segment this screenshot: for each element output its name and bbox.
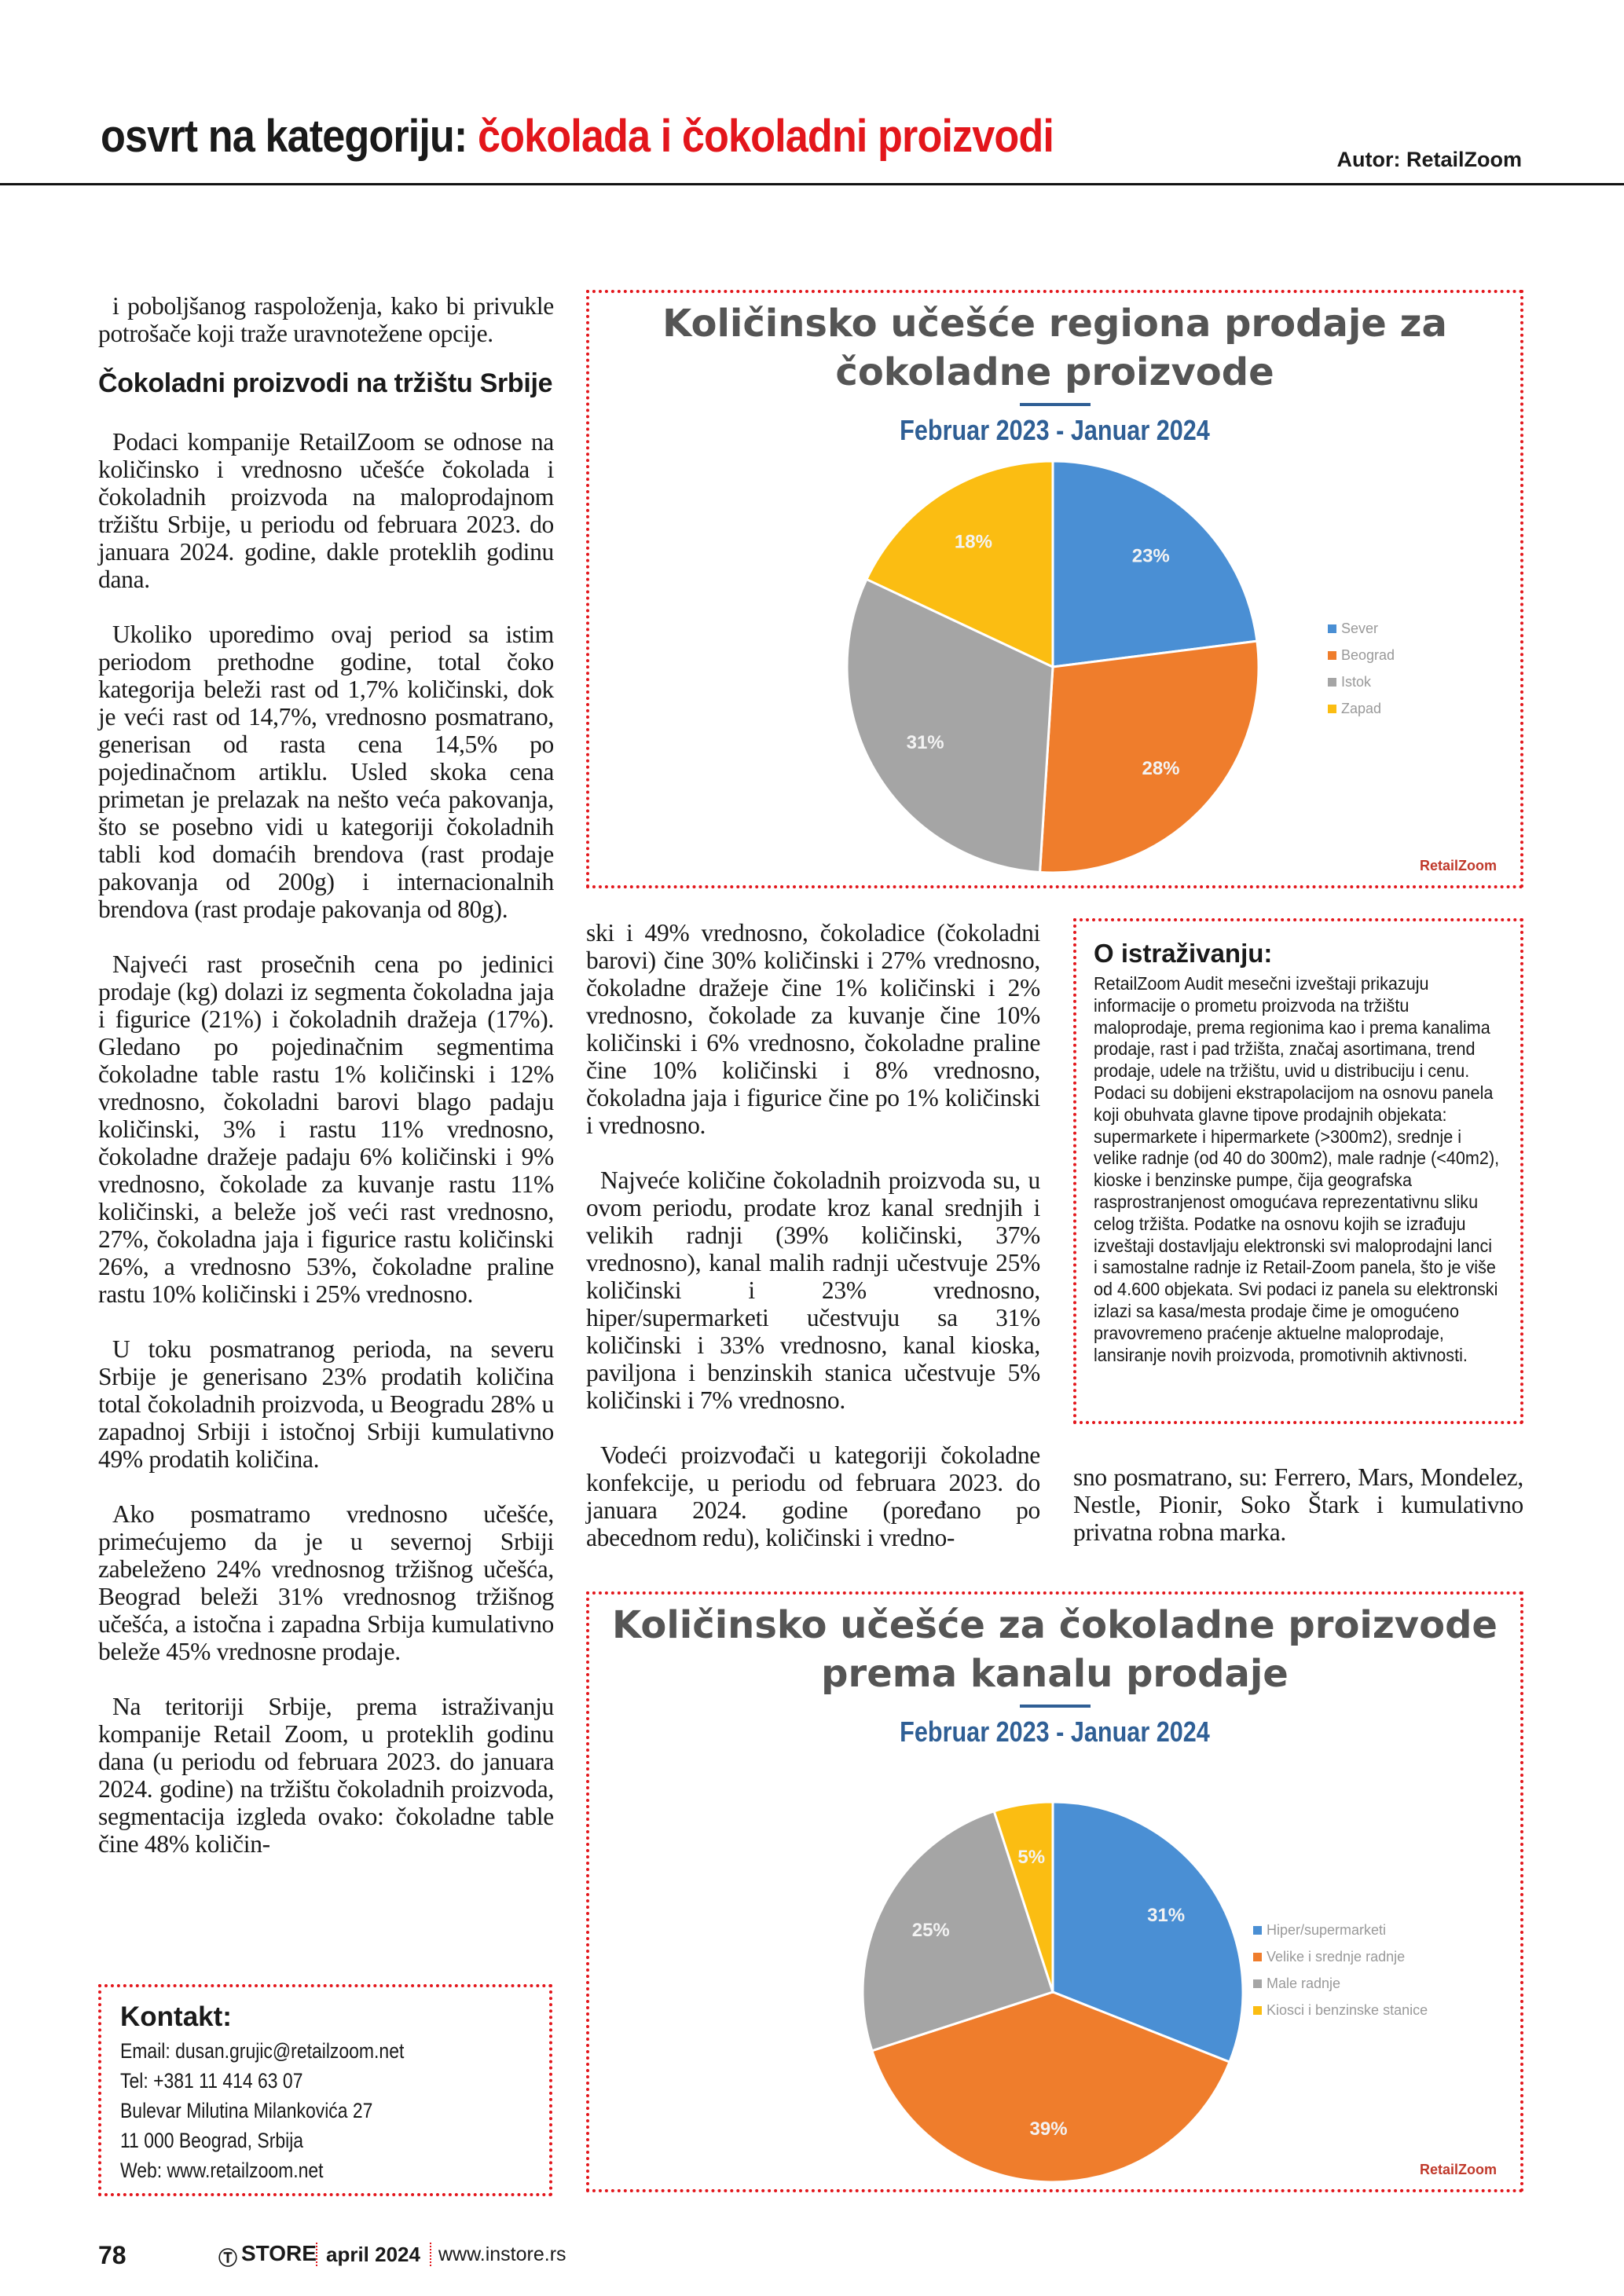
legend-label: Sever — [1341, 621, 1379, 636]
chart-region-box: Količinsko učešće regiona prodaje za čok… — [586, 290, 1523, 888]
legend-swatch — [1328, 624, 1336, 633]
about-title: O istraživanju: — [1094, 939, 1273, 968]
title-prefix: osvrt na kategoriju: — [101, 111, 467, 162]
paragraph: Ako posmatramo vrednosno učešće, primeću… — [98, 1500, 554, 1665]
paragraph: ski i 49% vrednosno, čokoladice (čokolad… — [586, 919, 1040, 1139]
pie-slice-kiosci-i-benzinske-stanice — [992, 1800, 1054, 1993]
pie-data-label: 31% — [907, 732, 944, 753]
pie-slice-istok — [845, 577, 1054, 874]
pie-data-label: 18% — [955, 532, 992, 553]
legend-item: Male radnje — [1253, 1970, 1428, 1997]
footer-issue: april 2024 — [326, 2243, 420, 2266]
chart-title: Količinsko učešće regiona prodaje za čok… — [662, 302, 1447, 394]
legend-item: Istok — [1328, 668, 1395, 695]
chart-legend: Hiper/supermarketi Velike i srednje radnj… — [1253, 1917, 1428, 2023]
chart-subtitle: Februar 2023 - Januar 2024 — [900, 1716, 1210, 1748]
legend-item: Velike i srednje radnje — [1253, 1943, 1428, 1970]
contact-box: Kontakt: Email: dusan.grujic@retailzoom.… — [98, 1984, 552, 2196]
footer-divider — [430, 2243, 431, 2266]
contact-email: Email: dusan.grujic@retailzoom.net — [120, 2039, 405, 2063]
legend-label: Zapad — [1341, 701, 1382, 716]
legend-item: Beograd — [1328, 642, 1395, 668]
footer-divider — [316, 2243, 317, 2266]
pie-data-label: 23% — [1132, 545, 1170, 566]
legend-swatch — [1328, 651, 1336, 660]
paragraph: Vodeći proizvođači u kategoriji čokoladn… — [586, 1441, 1040, 1551]
header-rule — [0, 183, 1624, 185]
pie-data-label: 25% — [912, 1920, 950, 1941]
legend-item: Zapad — [1328, 695, 1395, 722]
contact-city: 11 000 Beograd, Srbija — [120, 2129, 304, 2152]
intro-paragraph: i poboljšanog raspoloženja, kako bi priv… — [98, 292, 554, 347]
retailzoom-logo: RetailZoom — [1419, 2162, 1497, 2177]
pie-data-label: 5% — [1017, 1847, 1045, 1868]
footer-brand: STORE — [241, 2241, 317, 2265]
legend-label: Hiper/supermarketi — [1267, 1922, 1387, 1938]
legend-swatch — [1253, 1926, 1262, 1935]
legend-swatch — [1253, 2006, 1262, 2015]
right-column: sno posmatrano, su: Ferrero, Mars, Monde… — [1073, 1463, 1523, 1573]
paragraph: Podaci kompanije RetailZoom se odnose na… — [98, 428, 554, 593]
chart-channel-box: Količinsko učešće za čokoladne proizvode… — [586, 1591, 1523, 2192]
contact-web: Web: www.retailzoom.net — [120, 2159, 324, 2182]
title-underline — [1019, 1705, 1091, 1708]
pie-slice-hiper-supermarketi — [1051, 1800, 1245, 2064]
page-number: 78 — [98, 2241, 126, 2269]
about-text: RetailZoom Audit mesečni izveštaji prika… — [1094, 973, 1500, 1365]
pie-slice-zapad — [864, 460, 1054, 669]
legend-item: Hiper/supermarketi — [1253, 1917, 1428, 1943]
paragraph: Ukoliko uporedimo ovaj period sa istim p… — [98, 621, 554, 923]
legend-swatch — [1328, 678, 1336, 687]
contact-address: Bulevar Milutina Milankovića 27 — [120, 2099, 373, 2122]
legend-swatch — [1328, 705, 1336, 713]
legend-item: Sever — [1328, 615, 1395, 642]
paragraph: Najveće količine čokoladnih proizvoda su… — [586, 1166, 1040, 1414]
title-topic: čokolada i čokoladni proizvodi — [478, 111, 1054, 162]
chart-legend: Sever Beograd Istok Zapad — [1328, 615, 1395, 722]
paragraph: Najveći rast prosečnih cena po jedinici … — [98, 950, 554, 1308]
left-column: i poboljšanog raspoloženja, kako bi priv… — [98, 292, 554, 1885]
pie-chart-region: 23% 28% 31% 18% — [845, 460, 1260, 874]
legend-swatch — [1253, 1979, 1262, 1988]
author: Autor: RetailZoom — [1336, 148, 1523, 171]
legend-label: Kiosci i benzinske stanice — [1267, 2002, 1428, 2018]
about-research-box: O istraživanju: RetailZoom Audit mesečni… — [1073, 918, 1523, 1424]
pie-slice-beograd — [1038, 639, 1260, 874]
page-title: osvrt na kategoriju: čokolada i čokoladn… — [101, 110, 1054, 163]
footer-website[interactable]: www.instore.rs — [438, 2243, 566, 2265]
paragraph: U toku posmatranog perioda, na severu Sr… — [98, 1335, 554, 1473]
pie-slice-sever — [1051, 460, 1259, 668]
instore-logo-icon: Ⓣ — [218, 2248, 237, 2269]
title-underline — [1019, 403, 1091, 406]
legend-item: Kiosci i benzinske stanice — [1253, 1997, 1428, 2023]
pie-slice-velike-i-srednje-radnje — [870, 1990, 1231, 2184]
paragraph: Na teritoriji Srbije, prema istraživanju… — [98, 1693, 554, 1858]
legend-label: Velike i srednje radnje — [1267, 1949, 1406, 1965]
legend-swatch — [1253, 1953, 1262, 1961]
contact-title: Kontakt: — [120, 2001, 232, 2032]
chart-title: Količinsko učešće za čokoladne proizvode… — [612, 1603, 1498, 1696]
pie-data-label: 39% — [1030, 2118, 1068, 2140]
chart-subtitle: Februar 2023 - Januar 2024 — [900, 414, 1210, 446]
contact-phone: Tel: +381 11 414 63 07 — [120, 2069, 303, 2093]
section-heading: Čokoladni proizvodi na tržištu Srbije — [98, 368, 553, 398]
legend-label: Male radnje — [1267, 1976, 1341, 1991]
pie-slice-male-radnje — [861, 1809, 1054, 2052]
pie-data-label: 28% — [1142, 758, 1179, 779]
legend-label: Istok — [1341, 674, 1372, 690]
paragraph: sno posmatrano, su: Ferrero, Mars, Monde… — [1073, 1463, 1523, 1546]
footer: 78 Ⓣ STORE april 2024 www.instore.rs — [98, 2241, 648, 2269]
middle-column: ski i 49% vrednosno, čokoladice (čokolad… — [586, 919, 1040, 1579]
pie-chart-channel: 31% 39% 25% 5% — [861, 1800, 1245, 2184]
legend-label: Beograd — [1341, 647, 1395, 663]
retailzoom-logo: RetailZoom — [1419, 858, 1497, 873]
pie-data-label: 31% — [1147, 1905, 1185, 1926]
